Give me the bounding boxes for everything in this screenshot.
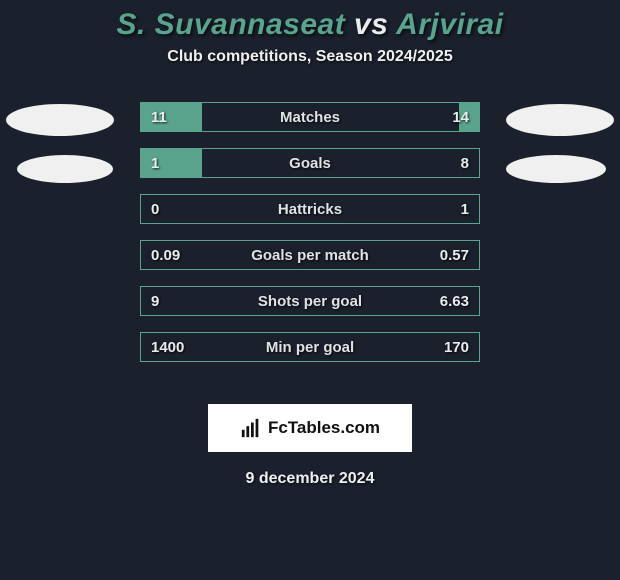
stat-value-right: 6.63 (430, 287, 479, 315)
vs-separator: vs (354, 8, 388, 41)
stat-value-right: 8 (451, 149, 479, 177)
stat-label: Matches (141, 103, 479, 131)
subtitle: Club competitions, Season 2024/2025 (0, 48, 620, 66)
player2-name: Arjvirai (396, 8, 503, 41)
player1-avatar-placeholder (6, 104, 114, 136)
stat-label: Hattricks (141, 195, 479, 223)
stat-row-goals_per_match: 0.09Goals per match0.57 (140, 240, 480, 270)
fctables-logo-icon (240, 417, 262, 439)
stat-label: Goals per match (141, 241, 479, 269)
stats-block: 11Matches141Goals80Hattricks10.09Goals p… (0, 102, 620, 392)
stat-bars: 11Matches141Goals80Hattricks10.09Goals p… (140, 102, 480, 378)
brand-text: FcTables.com (268, 418, 380, 438)
stat-label: Goals (141, 149, 479, 177)
stat-label: Shots per goal (141, 287, 479, 315)
player1-club-placeholder (17, 155, 113, 183)
stat-label: Min per goal (141, 333, 479, 361)
stat-value-right: 1 (451, 195, 479, 223)
stat-row-goals: 1Goals8 (140, 148, 480, 178)
stat-row-hattricks: 0Hattricks1 (140, 194, 480, 224)
brand-badge[interactable]: FcTables.com (208, 404, 412, 452)
stat-value-right: 14 (442, 103, 479, 131)
stat-row-shots_per_goal: 9Shots per goal6.63 (140, 286, 480, 316)
player2-avatar-placeholder (506, 104, 614, 136)
stat-value-right: 170 (434, 333, 479, 361)
player1-name: S. Suvannaseat (116, 8, 345, 41)
stat-row-min_per_goal: 1400Min per goal170 (140, 332, 480, 362)
footer-date: 9 december 2024 (0, 470, 620, 488)
comparison-title: S. Suvannaseat vs Arjvirai (0, 8, 620, 42)
player2-club-placeholder (506, 155, 606, 183)
stat-row-matches: 11Matches14 (140, 102, 480, 132)
header: S. Suvannaseat vs Arjvirai Club competit… (0, 0, 620, 68)
stat-value-right: 0.57 (430, 241, 479, 269)
